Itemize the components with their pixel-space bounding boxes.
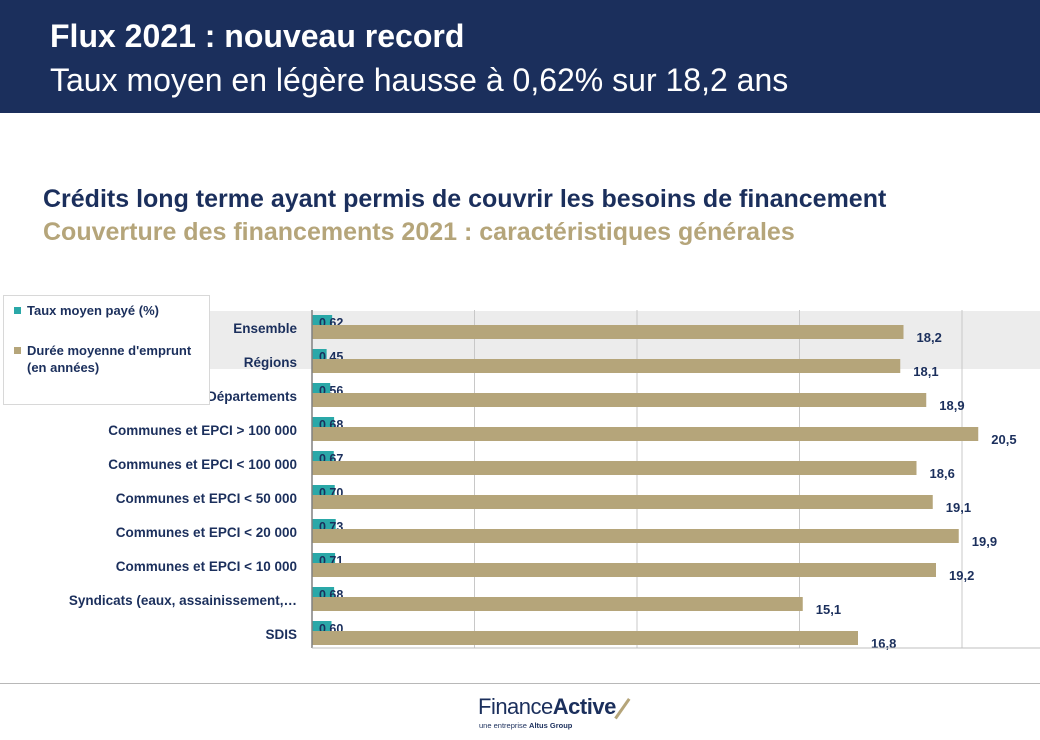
bar-duree (312, 325, 904, 339)
bar-duree (312, 631, 858, 645)
category-label: Communes et EPCI > 100 000 (108, 423, 297, 438)
data-label-duree: 18,2 (917, 330, 942, 345)
data-label-duree: 16,8 (871, 636, 896, 651)
category-label: SDIS (265, 627, 297, 642)
logo-tagline: une entreprise Altus Group (479, 721, 572, 730)
logo-tagline-prefix: une entreprise (479, 721, 530, 730)
legend-label-duree: Durée moyenne d'emprunt (en années) (27, 343, 192, 375)
financeactive-logo: FinanceActive une entreprise Altus Group (478, 694, 668, 734)
data-label-duree: 20,5 (991, 432, 1016, 447)
data-label-duree: 19,1 (946, 500, 971, 515)
slide-subtitle: Taux moyen en légère hausse à 0,62% sur … (50, 62, 789, 98)
logo-slash-icon (614, 698, 631, 720)
category-label: Communes et EPCI < 50 000 (116, 491, 297, 506)
logo-tagline-company: Altus Group (529, 721, 573, 730)
category-label: Communes et EPCI < 10 000 (116, 559, 297, 574)
data-label-duree: 18,6 (930, 466, 955, 481)
data-label-duree: 18,9 (939, 398, 964, 413)
legend-item-taux: Taux moyen payé (%) (14, 302, 159, 319)
bar-duree (312, 529, 959, 543)
category-label: Départements (207, 389, 297, 404)
legend-item-duree: Durée moyenne d'emprunt (en années) (14, 342, 194, 376)
category-label: Ensemble (233, 321, 297, 336)
data-label-duree: 19,9 (972, 534, 997, 549)
bar-duree (312, 597, 803, 611)
category-label: Communes et EPCI < 20 000 (116, 525, 297, 540)
bar-duree (312, 393, 927, 407)
legend-swatch-taux (14, 307, 21, 314)
bar-duree (312, 359, 901, 373)
bar-duree (312, 461, 917, 475)
logo-word-finance: Finance (478, 694, 553, 719)
category-label: Communes et EPCI < 100 000 (108, 457, 297, 472)
bar-duree (312, 427, 979, 441)
data-label-duree: 18,1 (913, 364, 938, 379)
chart-subtitle: Couverture des financements 2021 : carac… (43, 218, 795, 246)
logo-word-active: Active (552, 694, 617, 719)
legend-swatch-duree (14, 347, 21, 354)
bar-duree (312, 563, 936, 577)
category-label: Syndicats (eaux, assainissement,… (69, 593, 297, 608)
footer-divider (0, 683, 1040, 684)
bar-duree (312, 495, 933, 509)
logo-wordmark: FinanceActive (478, 694, 616, 720)
category-label: Régions (244, 355, 297, 370)
chart-title: Crédits long terme ayant permis de couvr… (43, 185, 887, 213)
legend-label-taux: Taux moyen payé (%) (27, 303, 159, 318)
data-label-duree: 15,1 (816, 602, 841, 617)
header-banner: Flux 2021 : nouveau record Taux moyen en… (0, 0, 1040, 113)
chart-legend: Taux moyen payé (%) Durée moyenne d'empr… (3, 295, 210, 405)
data-label-duree: 19,2 (949, 568, 974, 583)
slide-title: Flux 2021 : nouveau record (50, 18, 465, 54)
